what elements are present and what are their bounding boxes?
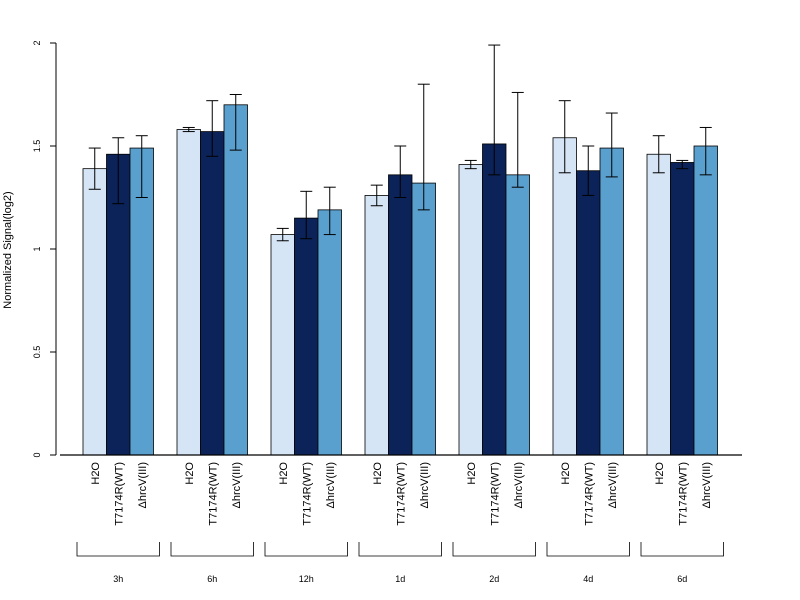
error-bar — [582, 145, 595, 196]
error-bar — [135, 135, 148, 198]
bracket-line — [452, 542, 536, 557]
bar — [82, 168, 107, 456]
bar — [294, 217, 319, 456]
y-tick-label: 0 — [32, 452, 42, 457]
bar — [552, 137, 577, 456]
x-tick-label: T7174R(WT) — [489, 462, 501, 526]
x-tick-label: T7174R(WT) — [301, 462, 313, 526]
bracket-line — [546, 542, 630, 557]
group-label: 6d — [677, 574, 687, 584]
x-tick-label: T7174R(WT) — [677, 462, 689, 526]
bar — [646, 153, 671, 456]
group-label: 2d — [489, 574, 499, 584]
group-label: 12h — [299, 574, 314, 584]
x-tick-label: H2O — [372, 462, 384, 485]
x-tick-label: T7174R(WT) — [395, 462, 407, 526]
y-axis: 0 0.5 1 1.5 2 — [32, 40, 57, 458]
bracket-line — [358, 542, 442, 557]
bracket-line — [264, 542, 348, 557]
bar — [317, 209, 342, 456]
y-tick-label: 1 — [32, 246, 42, 251]
x-tick-label: ΔhrcV(III) — [607, 462, 619, 508]
error-bar — [182, 126, 195, 133]
y-tick-label: 2 — [32, 40, 42, 45]
bar — [223, 104, 248, 456]
x-tick-label: ΔhrcV(III) — [231, 462, 243, 508]
error-bar — [558, 100, 571, 174]
x-tick-label: T7174R(WT) — [207, 462, 219, 526]
error-bar — [276, 227, 289, 242]
bar — [576, 170, 601, 456]
bar — [411, 182, 436, 456]
x-tick-label: H2O — [560, 462, 572, 485]
bracket-line — [640, 542, 724, 557]
group-label: 6h — [207, 574, 217, 584]
group-bracket: 6d — [640, 542, 724, 584]
bar — [458, 164, 483, 456]
error-bar — [394, 145, 407, 198]
x-tick-label: T7174R(WT) — [583, 462, 595, 526]
bracket-line — [170, 542, 254, 557]
x-tick-label: H2O — [90, 462, 102, 485]
error-bar — [370, 184, 383, 207]
y-tick-label: 1.5 — [32, 140, 42, 153]
x-tick-label: H2O — [184, 462, 196, 485]
error-bar — [417, 83, 430, 211]
group-bracket: 12h — [264, 542, 348, 584]
x-tick-label: H2O — [278, 462, 290, 485]
x-tick-label: H2O — [654, 462, 666, 485]
bar — [693, 145, 718, 456]
group-label: 4d — [583, 574, 593, 584]
group-bracket: 1d — [358, 542, 442, 584]
bar — [388, 174, 413, 456]
x-tick-label: ΔhrcV(III) — [137, 462, 149, 508]
error-bar — [652, 135, 665, 174]
error-bar — [229, 94, 242, 151]
error-bar — [88, 147, 101, 190]
error-bars — [88, 44, 712, 242]
error-bar — [676, 159, 689, 170]
error-bar — [323, 186, 336, 236]
x-tick-label: ΔhrcV(III) — [701, 462, 713, 508]
bar — [670, 162, 695, 456]
error-bar — [112, 137, 125, 205]
bar — [482, 143, 507, 456]
y-axis-label: Normalized Signal(log2) — [2, 191, 14, 308]
bar — [364, 195, 389, 456]
error-bar — [464, 159, 477, 170]
bars — [82, 104, 718, 456]
error-bar — [511, 91, 524, 188]
group-bracket: 6h — [170, 542, 254, 584]
group-label: 3h — [113, 574, 123, 584]
bar — [270, 234, 295, 456]
error-bar — [488, 44, 501, 176]
bracket-line — [76, 542, 160, 557]
bar — [200, 131, 225, 456]
x-tick-label: H2O — [466, 462, 478, 485]
group-label: 1d — [395, 574, 405, 584]
group-brackets: 3h 6h 12h 1d 2d 4d 6d — [76, 542, 724, 584]
group-bracket: 2d — [452, 542, 536, 584]
x-tick-label: ΔhrcV(III) — [419, 462, 431, 508]
x-tick-labels: H2O T7174R(WT) ΔhrcV(III) H2O T7174R(WT) Δhrc… — [90, 462, 713, 526]
error-bar — [699, 126, 712, 176]
x-tick-label: T7174R(WT) — [113, 462, 125, 526]
error-bar — [206, 100, 219, 157]
error-bar — [605, 112, 618, 178]
bar — [176, 129, 201, 456]
error-bar — [300, 190, 313, 240]
bar — [599, 147, 624, 456]
group-bracket: 4d — [546, 542, 630, 584]
x-tick-label: ΔhrcV(III) — [325, 462, 337, 508]
x-tick-label: ΔhrcV(III) — [513, 462, 525, 508]
group-bracket: 3h — [76, 542, 160, 584]
bar — [505, 174, 530, 456]
y-tick-label: 0.5 — [32, 346, 42, 359]
